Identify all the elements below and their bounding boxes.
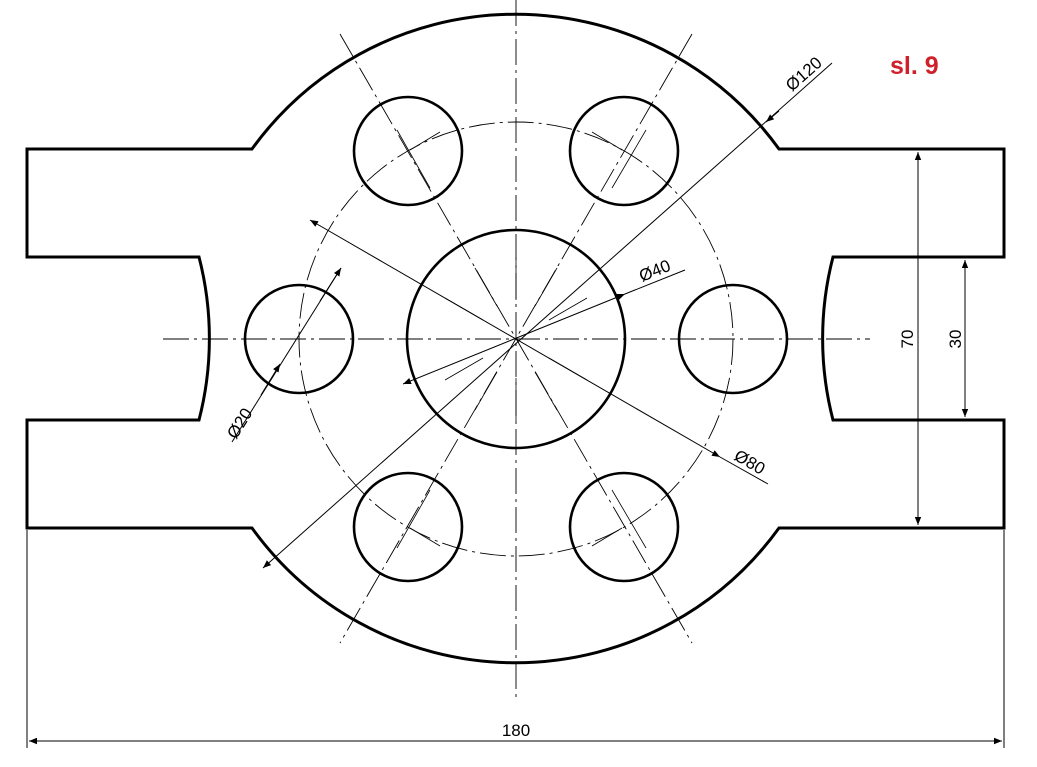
bolt-circle	[298, 121, 734, 557]
hole-construction-lines	[396, 129, 647, 549]
dim-leader-d80	[719, 456, 769, 485]
dim-text-180: 180	[502, 721, 530, 740]
dim-text-d40: Ø40	[636, 256, 673, 286]
dim-arrow-d20-a	[319, 267, 342, 302]
dim-arrow-d20-b	[260, 363, 281, 396]
sheet-label: sl. 9	[890, 52, 939, 80]
dim-text-70: 70	[898, 330, 917, 349]
dim-text-30: 30	[946, 330, 965, 349]
hole-top-right	[568, 95, 680, 207]
part-outline	[25, 12, 1006, 665]
dim-line-d80	[309, 219, 721, 458]
hole-top-left	[352, 95, 464, 207]
dim-line-d120-tip	[765, 110, 780, 123]
hole-bottom-right	[568, 471, 680, 583]
hole-bottom-left	[352, 471, 464, 583]
